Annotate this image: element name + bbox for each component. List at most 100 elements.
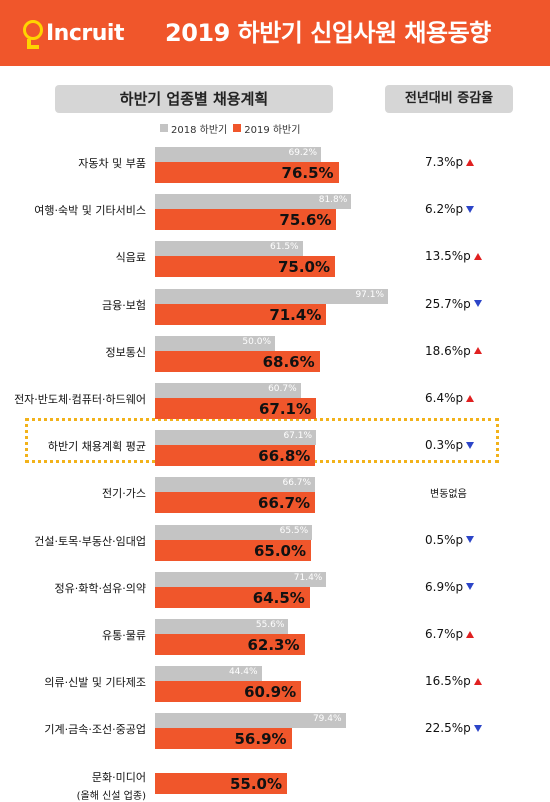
bar-2019 xyxy=(155,772,287,794)
left-panel-title: 하반기 업종별 채용계획 xyxy=(55,85,333,113)
data-label-2019: 64.5% xyxy=(252,588,305,607)
change-value: 변동없음 xyxy=(430,485,530,500)
data-label-2019: 67.1% xyxy=(258,400,312,418)
data-label-2018: 44.4% xyxy=(228,667,258,678)
legend-swatch-2018 xyxy=(160,124,168,132)
bar-2019 xyxy=(155,681,302,703)
bar-2019 xyxy=(155,162,339,183)
change-text: 25.7%p xyxy=(425,296,471,311)
legend-item-2018: 2018 하반기 xyxy=(160,121,227,136)
category-label: 전자·반도체·컴퓨터·하드웨어 xyxy=(14,393,146,406)
category-label: 전기·가스 xyxy=(102,487,146,501)
category-label: 식음료 xyxy=(115,251,146,265)
right-panel-title: 전년대비 증감율 xyxy=(385,85,513,113)
category-label: 건설·토목·부동산·임대업 xyxy=(34,534,146,548)
data-label-2018: 60.7% xyxy=(268,384,297,394)
data-label-2019: 55.0% xyxy=(229,774,282,793)
bar-2018 xyxy=(155,335,275,351)
legend-swatch-2019 xyxy=(233,124,242,132)
change-text: 6.9%p xyxy=(425,579,464,594)
change-value: 6.4%p xyxy=(425,391,525,405)
data-label-2018: 65.5% xyxy=(279,525,309,536)
data-label-2019: 60.9% xyxy=(244,683,297,702)
bar-2018 xyxy=(155,194,352,210)
data-label-2018: 55.6% xyxy=(255,620,285,630)
header-banner: Incruit 2019 하반기 신입사원 채용동향 xyxy=(0,0,550,66)
change-text: 13.5%p xyxy=(425,249,471,264)
category-label: 기계·금속·조선·중공업 xyxy=(44,723,146,737)
bar-2018 xyxy=(155,288,389,304)
up-triangle-icon xyxy=(473,677,482,685)
legend-label-2018: 2018 하반기 xyxy=(171,124,228,136)
data-label-2019: 66.7% xyxy=(258,494,311,513)
bar-2019 xyxy=(155,728,292,750)
change-text: 변동없음 xyxy=(430,489,467,501)
bar-2018 xyxy=(155,666,262,682)
down-triangle-icon xyxy=(466,205,475,213)
data-label-2019: 75.0% xyxy=(277,258,330,277)
data-label-2019: 76.5% xyxy=(281,164,334,182)
logo-mark-icon xyxy=(22,18,44,49)
change-value: 16.5%p xyxy=(425,674,525,688)
category-label: 문화·미디어 (올해 신설 업종) xyxy=(0,769,146,802)
up-triangle-icon xyxy=(466,630,475,638)
bar-2018 xyxy=(155,383,301,398)
category-label: 자동차 및 부품 xyxy=(78,157,146,170)
category-label: 하반기 채용계획 평균 xyxy=(47,440,146,454)
bar-2018 xyxy=(155,524,313,540)
bar-2019 xyxy=(155,209,337,231)
change-value: 13.5%p xyxy=(425,249,525,263)
up-triangle-icon xyxy=(473,252,482,260)
bar-2019 xyxy=(155,445,316,467)
down-triangle-icon xyxy=(473,724,482,732)
page-title: 2019 하반기 신입사원 채용동향 xyxy=(165,19,491,47)
bar-2019 xyxy=(155,398,317,419)
change-value: 22.5%p xyxy=(425,721,525,735)
bar-2018 xyxy=(155,571,327,587)
bar-2019 xyxy=(155,350,320,372)
category-label: 금융·보험 xyxy=(102,298,146,312)
down-triangle-icon xyxy=(466,583,475,591)
down-triangle-icon xyxy=(466,536,475,544)
change-value: 7.3%p xyxy=(425,155,525,169)
category-label: 정유·화학·섬유·의약 xyxy=(54,581,146,595)
data-label-2019: 66.8% xyxy=(258,447,311,466)
data-label-2018: 71.4% xyxy=(293,572,323,583)
category-label: 유통·물류 xyxy=(102,629,146,642)
change-text: 0.3%p xyxy=(425,438,464,453)
bar-2019 xyxy=(155,634,305,655)
down-triangle-icon xyxy=(466,441,475,449)
change-text: 6.7%p xyxy=(425,627,464,641)
data-label-2018: 79.4% xyxy=(312,714,342,725)
change-value: 0.3%p xyxy=(425,438,525,452)
change-value: 6.7%p xyxy=(425,627,525,641)
change-value: 0.5%p xyxy=(425,533,525,547)
change-text: 6.2%p xyxy=(425,202,464,217)
data-label-2019: 71.4% xyxy=(269,305,322,324)
legend-item-2019: 2019 하반기 xyxy=(233,121,300,136)
data-label-2018: 69.2% xyxy=(288,148,318,158)
bar-2018 xyxy=(155,619,289,634)
up-triangle-icon xyxy=(473,347,482,355)
category-label: 의류·신발 및 기타제조 xyxy=(44,676,146,690)
change-text: 0.5%p xyxy=(425,532,464,547)
category-note: (올해 신설 업종) xyxy=(76,790,146,802)
bar-2019 xyxy=(155,492,316,514)
bar-2018 xyxy=(155,241,303,257)
bar-2019 xyxy=(155,303,327,325)
bar-2018 xyxy=(155,147,322,162)
change-value: 25.7%p xyxy=(425,297,525,311)
data-label-2018: 81.8% xyxy=(318,195,348,206)
category-label: 정보통신 xyxy=(105,345,146,359)
category-label: 여행·숙박 및 기타서비스 xyxy=(34,204,146,218)
change-value: 6.9%p xyxy=(425,580,525,594)
bar-2019 xyxy=(155,539,311,561)
change-text: 7.3%p xyxy=(425,155,464,169)
change-text: 16.5%p xyxy=(425,674,471,689)
data-label-2019: 68.6% xyxy=(262,352,315,371)
logo-text: Incruit xyxy=(46,20,124,46)
bar-2018 xyxy=(155,713,346,729)
data-label-2019: 75.6% xyxy=(279,211,332,230)
data-label-2018: 66.7% xyxy=(282,478,312,489)
